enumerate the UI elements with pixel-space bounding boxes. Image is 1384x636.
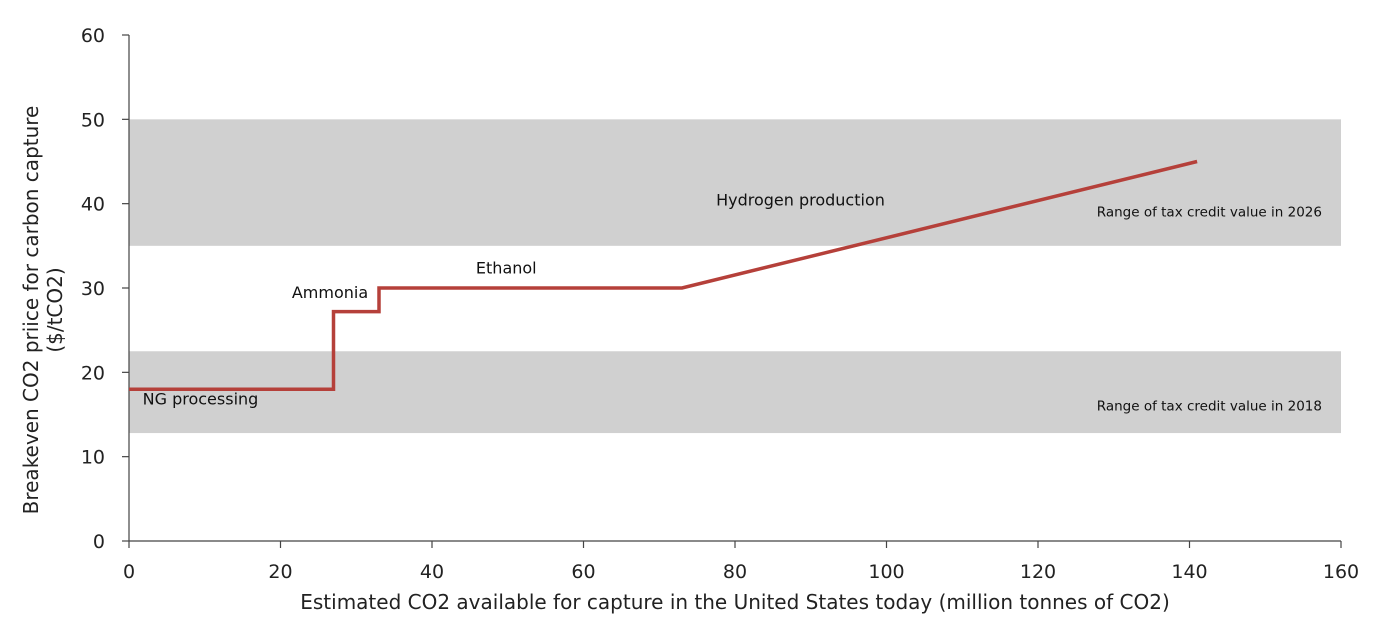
ticks-layer: 0 10 20 30 40 50 60 0 20 40 60 80 100 120 140 160 — [81, 25, 1359, 583]
band-label-0: Range of tax credit value in 2018 — [1097, 398, 1322, 414]
annotation-1: Ammonia — [292, 283, 368, 302]
x-tick-label-6: 120 — [1020, 561, 1056, 583]
band-0 — [129, 351, 1341, 434]
series-line-0 — [129, 159, 1198, 391]
annotation-3: Hydrogen production — [716, 190, 885, 209]
x-tick-label-2: 40 — [420, 561, 444, 583]
annotation-0: NG processing — [143, 389, 259, 408]
y-tick-label-6: 60 — [81, 25, 105, 47]
band-label-1: Range of tax credit value in 2026 — [1097, 204, 1322, 220]
y-tick-label-1: 10 — [81, 447, 105, 469]
y-axis-title-line2: ($/tCO2) — [43, 267, 67, 352]
y-tick-label-2: 20 — [81, 362, 105, 384]
bands-layer — [129, 119, 1341, 434]
x-tick-label-8: 160 — [1323, 561, 1359, 583]
y-tick-label-0: 0 — [93, 531, 105, 553]
x-tick-label-4: 80 — [723, 561, 747, 583]
y-tick-label-3: 30 — [81, 278, 105, 300]
x-tick-label-7: 140 — [1171, 561, 1207, 583]
y-axis-title-line1: Breakeven CO2 priice for carbon capture — [19, 106, 43, 515]
y-tick-label-5: 50 — [81, 109, 105, 131]
y-tick-label-4: 40 — [81, 194, 105, 216]
x-tick-label-3: 60 — [571, 561, 595, 583]
x-axis-title: Estimated CO2 available for capture in t… — [300, 590, 1170, 614]
band-1 — [129, 119, 1341, 246]
x-tick-label-5: 100 — [868, 561, 904, 583]
series-layer — [129, 159, 1198, 391]
labels-layer: NG processing Ammonia Ethanol Hydrogen prod… — [143, 190, 1322, 414]
annotation-2: Ethanol — [476, 259, 537, 278]
x-tick-label-1: 20 — [268, 561, 292, 583]
x-tick-label-0: 0 — [123, 561, 135, 583]
